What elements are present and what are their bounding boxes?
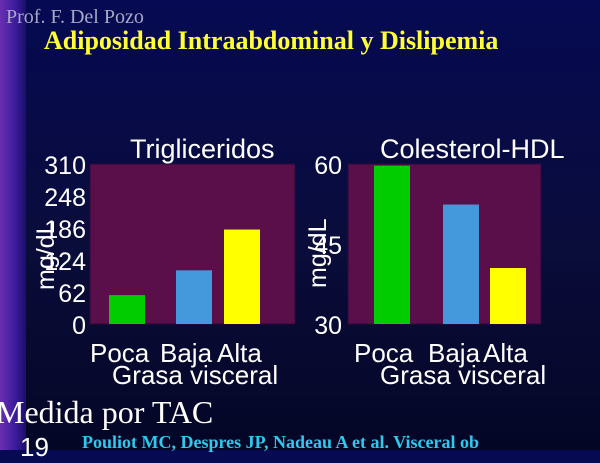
- x-axis-label: Grasa visceral: [380, 360, 547, 390]
- bar-baja: [443, 204, 479, 324]
- x-tick-label: Baja: [160, 338, 213, 368]
- slide-title: Adiposidad Intraabdominal y Dislipemia: [44, 26, 499, 55]
- x-axis-label: Grasa visceral: [112, 360, 279, 390]
- chart-plot: 0 62 124 186 248 310 Poca Baja Alta: [44, 152, 296, 368]
- y-tick-label: 62: [58, 280, 86, 308]
- bar-baja: [176, 270, 212, 324]
- y-tick-label: 124: [44, 248, 86, 276]
- y-tick-label: 30: [314, 312, 342, 340]
- bar-alta: [224, 229, 260, 324]
- reference-citation: Pouliot MC, Despres JP, Nadeau A et al. …: [82, 432, 479, 452]
- hdl-cholesterol-chart: Colesterol-HDL mg/dL Grasa visceral 30 45…: [314, 134, 565, 390]
- y-tick-label: 310: [44, 152, 86, 180]
- y-tick-label: 248: [44, 184, 86, 212]
- y-tick-label: 0: [72, 312, 86, 340]
- left-decor-stripe: [0, 0, 26, 450]
- triglycerides-chart: Trigliceridos mg/dL Grasa visceral 0 62 12…: [44, 134, 296, 390]
- bar-poca: [374, 165, 410, 324]
- x-tick-label: Alta: [217, 338, 262, 368]
- bar-poca: [109, 295, 145, 324]
- chart-title: Colesterol-HDL: [380, 134, 565, 164]
- y-tick-label: 60: [314, 152, 342, 180]
- chart-plot: 30 45 60 Poca Baja Alta: [314, 152, 542, 368]
- measure-note: Medida por TAC: [0, 394, 214, 430]
- x-tick-label: Poca: [354, 338, 414, 368]
- bar-alta: [490, 268, 526, 324]
- x-tick-label: Alta: [483, 338, 528, 368]
- x-tick-label: Baja: [428, 338, 481, 368]
- page-number: 19: [20, 432, 49, 462]
- y-tick-label: 45: [314, 232, 342, 260]
- chart-title: Trigliceridos: [130, 134, 275, 164]
- x-tick-label: Poca: [90, 338, 150, 368]
- author-label: Prof. F. Del Pozo: [6, 6, 144, 28]
- y-tick-label: 186: [44, 216, 86, 244]
